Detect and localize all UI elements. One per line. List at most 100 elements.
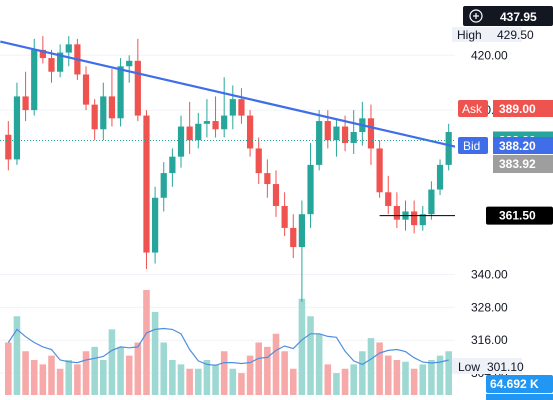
- candle[interactable]: [91, 99, 98, 141]
- candle[interactable]: [385, 175, 392, 215]
- candle[interactable]: [229, 85, 236, 130]
- candle-body: [350, 132, 357, 143]
- candle[interactable]: [307, 142, 314, 228]
- volume-bar: [298, 298, 306, 395]
- candle[interactable]: [134, 38, 141, 122]
- price-tick-label: 328.00: [471, 300, 508, 314]
- candle[interactable]: [333, 118, 340, 157]
- volume-bar: [117, 346, 124, 395]
- volume-bar: [445, 351, 452, 395]
- candle-body: [48, 58, 55, 72]
- candle[interactable]: [367, 104, 375, 165]
- candle[interactable]: [316, 110, 323, 171]
- candle-body: [229, 99, 236, 116]
- high-value: 429.50: [497, 28, 534, 42]
- candle[interactable]: [272, 170, 280, 217]
- candle[interactable]: [419, 205, 426, 231]
- volume-bar: [341, 368, 349, 395]
- candle[interactable]: [445, 123, 452, 171]
- candle[interactable]: [160, 162, 167, 212]
- candle[interactable]: [350, 110, 357, 154]
- candle[interactable]: [281, 192, 288, 237]
- candle[interactable]: [212, 96, 219, 138]
- candle-body: [151, 197, 159, 253]
- candle-body: [290, 227, 297, 248]
- candle[interactable]: [393, 192, 400, 228]
- candle[interactable]: [108, 69, 116, 127]
- candle[interactable]: [5, 121, 12, 171]
- candle-body: [108, 96, 116, 119]
- trendline[interactable]: [0, 40, 459, 149]
- candle-body: [238, 99, 245, 116]
- candle[interactable]: [255, 137, 262, 185]
- candle[interactable]: [290, 214, 297, 259]
- low-label-badge: [452, 358, 522, 374]
- candle[interactable]: [126, 55, 133, 83]
- bid-value-badge: [493, 137, 553, 154]
- volume-bar: [281, 351, 288, 395]
- volume-bar: [22, 351, 29, 395]
- candle[interactable]: [177, 115, 185, 168]
- candle[interactable]: [376, 140, 383, 198]
- low-label: Low: [458, 360, 480, 374]
- candle[interactable]: [39, 36, 46, 64]
- candle-body: [246, 115, 254, 149]
- candle[interactable]: [238, 88, 245, 124]
- candle-body: [341, 126, 349, 143]
- candle[interactable]: [65, 36, 72, 67]
- candle[interactable]: [169, 148, 176, 187]
- candle-body: [117, 66, 124, 119]
- candle[interactable]: [143, 110, 150, 269]
- candle[interactable]: [48, 49, 55, 83]
- candle-body: [272, 184, 280, 206]
- candle-body: [186, 126, 193, 141]
- candle[interactable]: [151, 186, 159, 264]
- candle[interactable]: [264, 159, 271, 198]
- volume-bar: [203, 360, 211, 395]
- volume-bars: [5, 290, 452, 395]
- candle-body: [100, 96, 107, 130]
- candle[interactable]: [57, 44, 64, 78]
- candle[interactable]: [411, 200, 418, 234]
- top-price-marker: 437.95: [463, 6, 553, 26]
- candle[interactable]: [100, 82, 107, 141]
- high-label-badge: [452, 27, 522, 42]
- volume-value-badge: [486, 375, 553, 393]
- candle[interactable]: [428, 181, 435, 220]
- volume-bar: [333, 373, 340, 395]
- candle[interactable]: [22, 71, 29, 122]
- add-plus-icon[interactable]: [469, 9, 483, 23]
- candle[interactable]: [436, 159, 444, 196]
- volume-bar: [194, 368, 202, 395]
- volume-bar: [307, 316, 314, 395]
- candle[interactable]: [246, 110, 254, 157]
- candle-body: [22, 96, 29, 111]
- candle-body: [212, 121, 219, 130]
- candle-body: [281, 205, 288, 228]
- volume-bar: [264, 346, 271, 395]
- volume-bar: [48, 355, 55, 395]
- candles: [5, 36, 452, 302]
- candle-body: [5, 134, 12, 160]
- candle[interactable]: [186, 101, 193, 154]
- volume-bar: [13, 316, 21, 395]
- candle-body: [31, 49, 38, 111]
- volume-bar: [436, 355, 444, 395]
- candle-body: [195, 123, 202, 141]
- candle-body: [39, 49, 46, 59]
- candle[interactable]: [13, 82, 21, 165]
- candle[interactable]: [298, 200, 306, 302]
- candle[interactable]: [31, 38, 38, 116]
- high-label: High: [457, 28, 482, 42]
- candle[interactable]: [221, 77, 228, 138]
- candle[interactable]: [82, 66, 90, 111]
- gray-price-badge: [493, 155, 553, 173]
- candle[interactable]: [203, 99, 211, 138]
- volume-bar: [212, 364, 219, 395]
- candle[interactable]: [195, 112, 202, 149]
- volume-bar: [108, 329, 116, 395]
- candle-body: [333, 126, 340, 141]
- volume-bar: [393, 360, 401, 395]
